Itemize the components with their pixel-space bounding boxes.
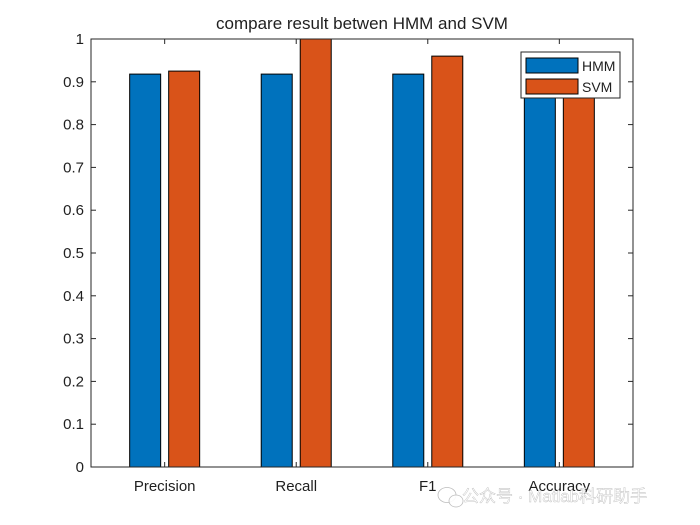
y-tick-label: 0.9: [63, 74, 84, 91]
y-tick-label: 0.4: [63, 288, 84, 305]
y-tick-label: 0.8: [63, 117, 84, 134]
bar-hmm-recall: [260, 73, 293, 468]
bar-svm-recall: [299, 38, 332, 468]
y-tick-label: 0.2: [63, 373, 84, 390]
bars-layer: [129, 38, 595, 468]
y-tick-label: 0.1: [63, 416, 84, 433]
y-tick-label: 0.3: [63, 331, 84, 348]
legend-label-hmm: HMM: [582, 58, 615, 74]
y-tick-label: 0.5: [63, 245, 84, 262]
y-tick-label: 0: [76, 459, 84, 476]
x-axis: Precision Recall F1 Accuracy: [134, 39, 591, 495]
bar-hmm-accuracy: [523, 73, 556, 468]
bar-hmm-precision: [129, 73, 162, 468]
legend-swatch-svm: [525, 78, 579, 95]
bar-svm-f1: [431, 55, 464, 468]
watermark-text: 公众号 · Matlab科研助手: [462, 487, 647, 506]
x-tick-label-recall: Recall: [275, 478, 317, 495]
legend-label-svm: SVM: [582, 79, 612, 95]
y-tick-label: 0.7: [63, 159, 84, 176]
bar-svm-accuracy: [562, 73, 595, 468]
bar-hmm-f1: [392, 73, 425, 468]
legend[interactable]: HMM SVM: [520, 51, 621, 99]
legend-swatch-hmm: [525, 57, 579, 74]
y-axis: 0 0.1 0.2 0.3 0.4 0.5 0.6 0.7 0.8 0.9 1: [63, 31, 633, 476]
x-tick-label-f1: F1: [419, 478, 437, 495]
wechat-icon: [437, 487, 464, 508]
y-tick-label: 1: [76, 31, 84, 48]
x-tick-label-accuracy: Accuracy: [528, 478, 590, 495]
watermark: 公众号 · Matlab科研助手: [437, 487, 647, 508]
x-tick-label-precision: Precision: [134, 478, 196, 495]
chart-title: compare result betwen HMM and SVM: [216, 14, 508, 33]
bar-svm-precision: [168, 70, 201, 468]
y-tick-label: 0.6: [63, 202, 84, 219]
